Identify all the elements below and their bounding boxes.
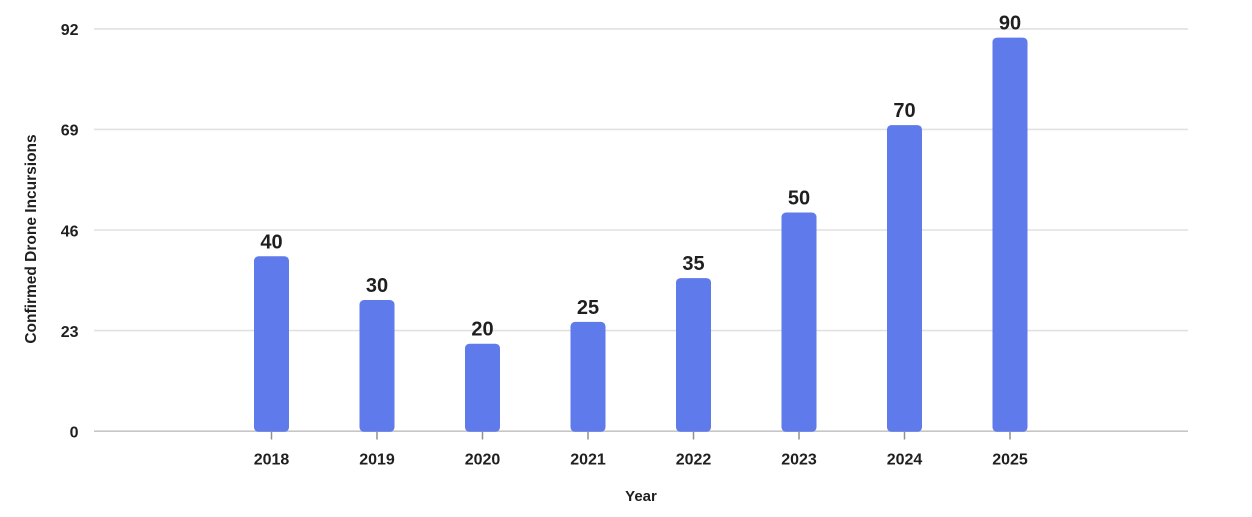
svg-text:2019: 2019 [359,451,395,468]
svg-text:90: 90 [999,13,1021,35]
svg-text:2022: 2022 [676,451,712,468]
svg-text:2018: 2018 [254,451,290,468]
svg-text:0: 0 [70,425,79,442]
svg-text:Year: Year [625,488,657,505]
svg-text:30: 30 [366,275,388,297]
svg-text:20: 20 [471,319,493,341]
svg-text:25: 25 [577,297,599,319]
svg-text:2024: 2024 [887,451,923,468]
svg-text:92: 92 [61,22,79,39]
svg-text:2025: 2025 [992,451,1028,468]
svg-text:46: 46 [61,223,79,240]
svg-text:23: 23 [61,324,79,341]
svg-text:35: 35 [682,253,704,275]
svg-text:Confirmed Drone Incursions: Confirmed Drone Incursions [23,134,40,343]
svg-text:2021: 2021 [570,451,606,468]
svg-text:40: 40 [260,231,282,253]
svg-text:69: 69 [61,123,79,140]
svg-text:2023: 2023 [781,451,817,468]
svg-text:2020: 2020 [465,451,501,468]
svg-text:70: 70 [893,100,915,122]
svg-text:50: 50 [788,188,810,210]
